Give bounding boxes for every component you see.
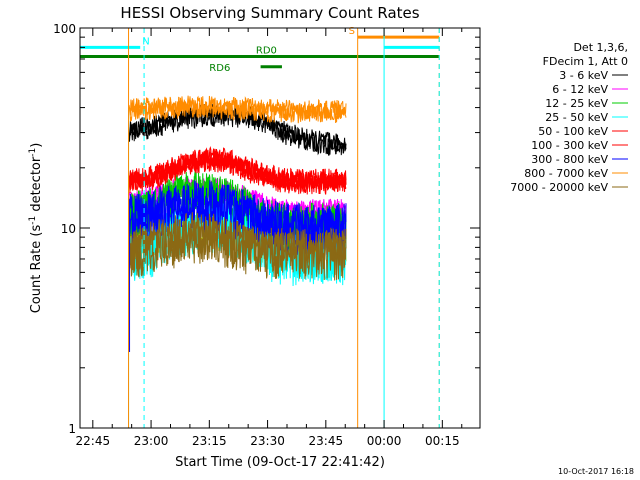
x-tick-label: 00:00	[367, 434, 402, 448]
flag-label: S	[349, 26, 355, 37]
legend-entry-label: 3 - 6 keV	[559, 69, 608, 82]
x-tick-label: 23:15	[192, 434, 227, 448]
y-tick-label: 1	[68, 422, 76, 436]
legend-entry-label: 7000 - 20000 keV	[510, 181, 608, 194]
x-axis-label: Start Time (09-Oct-17 22:41:42)	[175, 455, 385, 470]
legend-entry-label: 6 - 12 keV	[552, 83, 608, 96]
x-tick-label: 23:00	[134, 434, 169, 448]
legend-entry-label: 800 - 7000 keV	[524, 167, 608, 180]
series-line	[128, 180, 347, 252]
x-axis: 22:45 23:00 23:15 23:30 23:45 00:00 00:15	[76, 28, 463, 448]
legend-header-line-1: Det 1,3,6,	[573, 41, 628, 54]
series-line	[128, 212, 347, 277]
y-axis-label: Count Rate (s-1 detector-1)	[28, 143, 44, 314]
y-axis-label-part1: Count Rate (s	[29, 225, 44, 314]
y-tick-label: 100	[53, 22, 76, 36]
series-line	[128, 103, 347, 154]
legend-entry-label: 50 - 100 keV	[538, 125, 608, 138]
flag-label: N	[142, 36, 149, 47]
generation-timestamp: 10-Oct-2017 16:18	[558, 467, 634, 476]
legend-header-line-2: FDecim 1, Att 0	[543, 55, 628, 68]
x-tick-label: 23:30	[250, 434, 285, 448]
x-tick-label: 22:45	[76, 434, 111, 448]
flag-label: RD0	[256, 46, 277, 57]
legend-entry-label: 12 - 25 keV	[545, 97, 608, 110]
series-line	[128, 95, 347, 120]
flag-label: RD6	[209, 63, 230, 74]
data-layer	[128, 95, 347, 428]
y-axis: 1 10 100	[53, 22, 480, 436]
legend-entry-label: 100 - 300 keV	[531, 139, 608, 152]
y-axis-label-part3: )	[29, 143, 44, 148]
y-axis-label-part2: detector	[29, 156, 44, 216]
legend-entry-label: 25 - 50 keV	[545, 111, 608, 124]
y-axis-label-sup1: -1	[28, 216, 38, 225]
y-tick-label: 10	[61, 222, 76, 236]
y-axis-label-sup2: -1	[28, 148, 38, 157]
flag-layer: N S RD0 RD6	[80, 26, 440, 74]
series-line	[128, 148, 347, 191]
legend-entry-label: 300 - 800 keV	[531, 153, 608, 166]
chart-title: HESSI Observing Summary Count Rates	[120, 4, 419, 22]
x-tick-label: 23:45	[309, 434, 344, 448]
x-tick-label: 00:15	[425, 434, 460, 448]
plot-area: N S RD0 RD6	[79, 26, 481, 429]
